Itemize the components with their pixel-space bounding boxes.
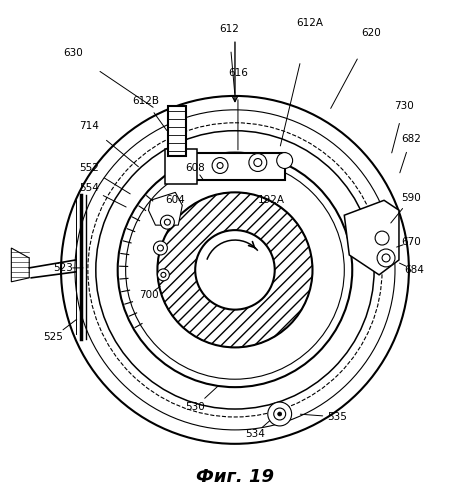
Text: 552: 552 [79, 164, 99, 174]
Circle shape [161, 272, 166, 277]
Circle shape [157, 269, 169, 281]
Polygon shape [149, 192, 182, 225]
Text: 684: 684 [404, 265, 424, 275]
Text: 612A: 612A [296, 18, 323, 28]
Text: 616: 616 [228, 68, 248, 78]
Circle shape [217, 163, 223, 169]
Circle shape [157, 192, 313, 347]
Text: 590: 590 [401, 193, 421, 203]
Circle shape [254, 159, 262, 167]
Text: 700: 700 [139, 290, 158, 300]
Text: 714: 714 [79, 121, 99, 131]
Text: 534: 534 [245, 429, 265, 439]
Circle shape [377, 249, 395, 267]
Circle shape [375, 231, 389, 245]
Circle shape [249, 154, 267, 172]
Text: Фиг. 19: Фиг. 19 [196, 468, 274, 486]
Text: 620: 620 [361, 28, 381, 38]
Text: 682: 682 [401, 134, 421, 144]
Text: 535: 535 [327, 412, 347, 422]
Circle shape [278, 412, 282, 416]
Circle shape [157, 245, 163, 251]
Circle shape [212, 158, 228, 174]
Bar [195, 153, 285, 181]
Polygon shape [11, 248, 29, 282]
Text: 670: 670 [401, 237, 421, 247]
Text: 612: 612 [219, 24, 239, 34]
Text: 604: 604 [165, 195, 185, 205]
Text: 630: 630 [63, 48, 83, 58]
Bar [168, 106, 186, 156]
Text: 523: 523 [53, 263, 73, 273]
Circle shape [161, 215, 174, 229]
Circle shape [382, 254, 390, 262]
Text: 554: 554 [79, 183, 99, 194]
Text: 525: 525 [43, 332, 63, 342]
Polygon shape [344, 200, 399, 275]
Text: 530: 530 [185, 402, 205, 412]
Circle shape [268, 402, 291, 426]
Circle shape [153, 241, 168, 255]
Bar [165, 149, 197, 185]
Text: 608: 608 [185, 164, 205, 174]
Circle shape [195, 230, 275, 310]
Text: 192A: 192A [258, 195, 285, 205]
Circle shape [277, 153, 293, 169]
Text: 612B: 612B [132, 96, 159, 106]
Text: 730: 730 [394, 101, 414, 111]
Circle shape [274, 408, 285, 420]
Circle shape [164, 219, 170, 225]
